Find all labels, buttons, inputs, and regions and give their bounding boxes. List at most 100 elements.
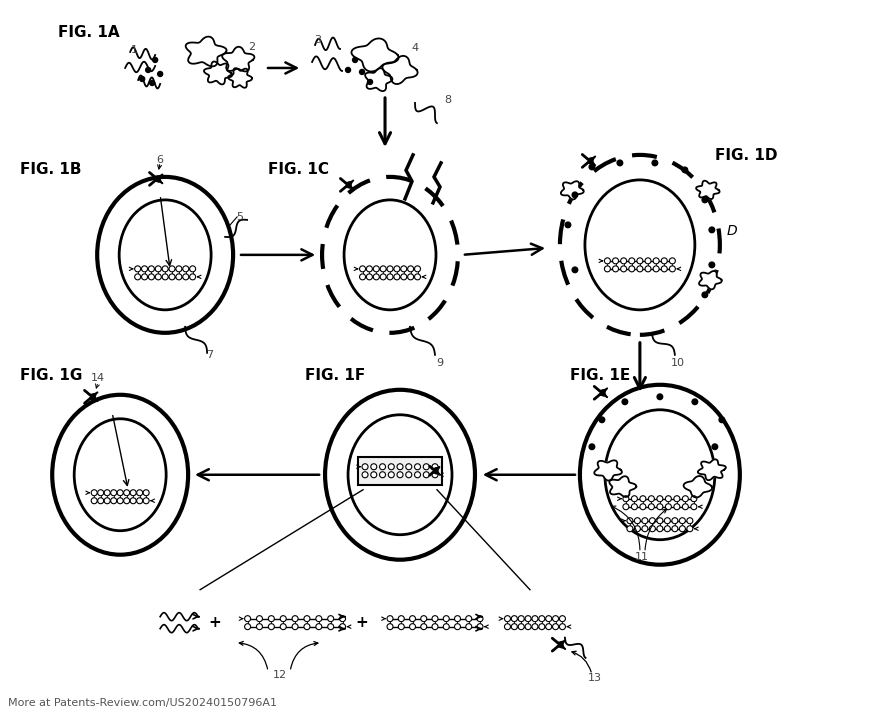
- Ellipse shape: [585, 180, 695, 310]
- Circle shape: [692, 399, 698, 405]
- Circle shape: [142, 266, 148, 272]
- Ellipse shape: [322, 177, 458, 333]
- Circle shape: [149, 274, 154, 280]
- Circle shape: [709, 227, 715, 233]
- Circle shape: [444, 624, 450, 630]
- Circle shape: [546, 615, 552, 622]
- Circle shape: [629, 266, 634, 272]
- Circle shape: [394, 266, 400, 272]
- Text: FIG. 1G: FIG. 1G: [20, 368, 83, 383]
- Circle shape: [477, 615, 483, 622]
- Text: 4: 4: [412, 43, 419, 53]
- Circle shape: [143, 490, 149, 496]
- Circle shape: [155, 274, 161, 280]
- Circle shape: [304, 615, 310, 622]
- Circle shape: [656, 496, 663, 502]
- Circle shape: [399, 624, 404, 630]
- Circle shape: [664, 525, 671, 532]
- Polygon shape: [699, 271, 722, 289]
- Circle shape: [380, 274, 386, 280]
- Text: More at Patents-Review.com/US20240150796A1: More at Patents-Review.com/US20240150796…: [8, 698, 277, 708]
- Circle shape: [130, 498, 136, 503]
- Circle shape: [292, 624, 298, 630]
- Polygon shape: [696, 181, 720, 199]
- Circle shape: [627, 518, 633, 524]
- Text: 6: 6: [157, 155, 164, 165]
- Circle shape: [605, 266, 611, 272]
- Circle shape: [634, 518, 641, 524]
- Circle shape: [370, 471, 377, 478]
- Polygon shape: [204, 62, 232, 84]
- Text: 3: 3: [314, 35, 321, 45]
- Ellipse shape: [74, 419, 166, 531]
- Circle shape: [362, 464, 368, 470]
- Circle shape: [589, 444, 595, 450]
- Circle shape: [649, 496, 655, 502]
- Circle shape: [183, 274, 188, 280]
- Circle shape: [565, 222, 571, 228]
- Circle shape: [687, 518, 693, 524]
- Circle shape: [657, 394, 663, 400]
- Circle shape: [98, 490, 104, 496]
- Circle shape: [111, 498, 117, 503]
- Circle shape: [665, 496, 671, 502]
- Circle shape: [691, 503, 697, 510]
- Circle shape: [256, 624, 262, 630]
- Circle shape: [622, 399, 627, 405]
- Circle shape: [627, 525, 633, 532]
- Circle shape: [189, 266, 195, 272]
- Circle shape: [183, 266, 188, 272]
- Circle shape: [379, 471, 385, 478]
- Circle shape: [687, 525, 693, 532]
- Text: FIG. 1D: FIG. 1D: [715, 148, 777, 163]
- Circle shape: [466, 615, 472, 622]
- Circle shape: [189, 274, 195, 280]
- Circle shape: [340, 615, 346, 622]
- Circle shape: [327, 624, 334, 630]
- Text: +: +: [209, 615, 222, 630]
- Circle shape: [368, 79, 372, 84]
- Circle shape: [589, 164, 595, 169]
- Circle shape: [152, 57, 158, 62]
- Circle shape: [572, 267, 578, 273]
- Text: 11: 11: [634, 552, 649, 562]
- Text: FIG. 1F: FIG. 1F: [305, 368, 365, 383]
- Circle shape: [432, 624, 438, 630]
- Circle shape: [504, 615, 510, 622]
- Circle shape: [691, 496, 697, 502]
- Circle shape: [656, 503, 663, 510]
- Circle shape: [280, 615, 286, 622]
- Circle shape: [525, 615, 531, 622]
- Text: 7: 7: [207, 350, 214, 359]
- Circle shape: [661, 266, 667, 272]
- Polygon shape: [561, 182, 583, 199]
- Circle shape: [124, 490, 129, 496]
- Text: +: +: [356, 615, 369, 630]
- Polygon shape: [609, 476, 636, 497]
- Circle shape: [353, 57, 357, 62]
- Circle shape: [245, 624, 251, 630]
- Circle shape: [553, 624, 559, 630]
- Circle shape: [664, 518, 671, 524]
- Text: FIG. 1A: FIG. 1A: [58, 25, 120, 40]
- Circle shape: [409, 624, 415, 630]
- Circle shape: [158, 72, 163, 77]
- Circle shape: [444, 615, 450, 622]
- Circle shape: [645, 258, 651, 264]
- Circle shape: [360, 69, 364, 74]
- Circle shape: [400, 266, 407, 272]
- Circle shape: [346, 67, 350, 72]
- Circle shape: [316, 624, 322, 630]
- Circle shape: [642, 518, 648, 524]
- Circle shape: [256, 615, 262, 622]
- Circle shape: [245, 615, 251, 622]
- Circle shape: [327, 615, 334, 622]
- Circle shape: [130, 490, 136, 496]
- Circle shape: [400, 274, 407, 280]
- Circle shape: [539, 615, 545, 622]
- Circle shape: [620, 266, 627, 272]
- Circle shape: [719, 417, 724, 423]
- Circle shape: [560, 624, 566, 630]
- Circle shape: [414, 471, 421, 478]
- Circle shape: [394, 274, 400, 280]
